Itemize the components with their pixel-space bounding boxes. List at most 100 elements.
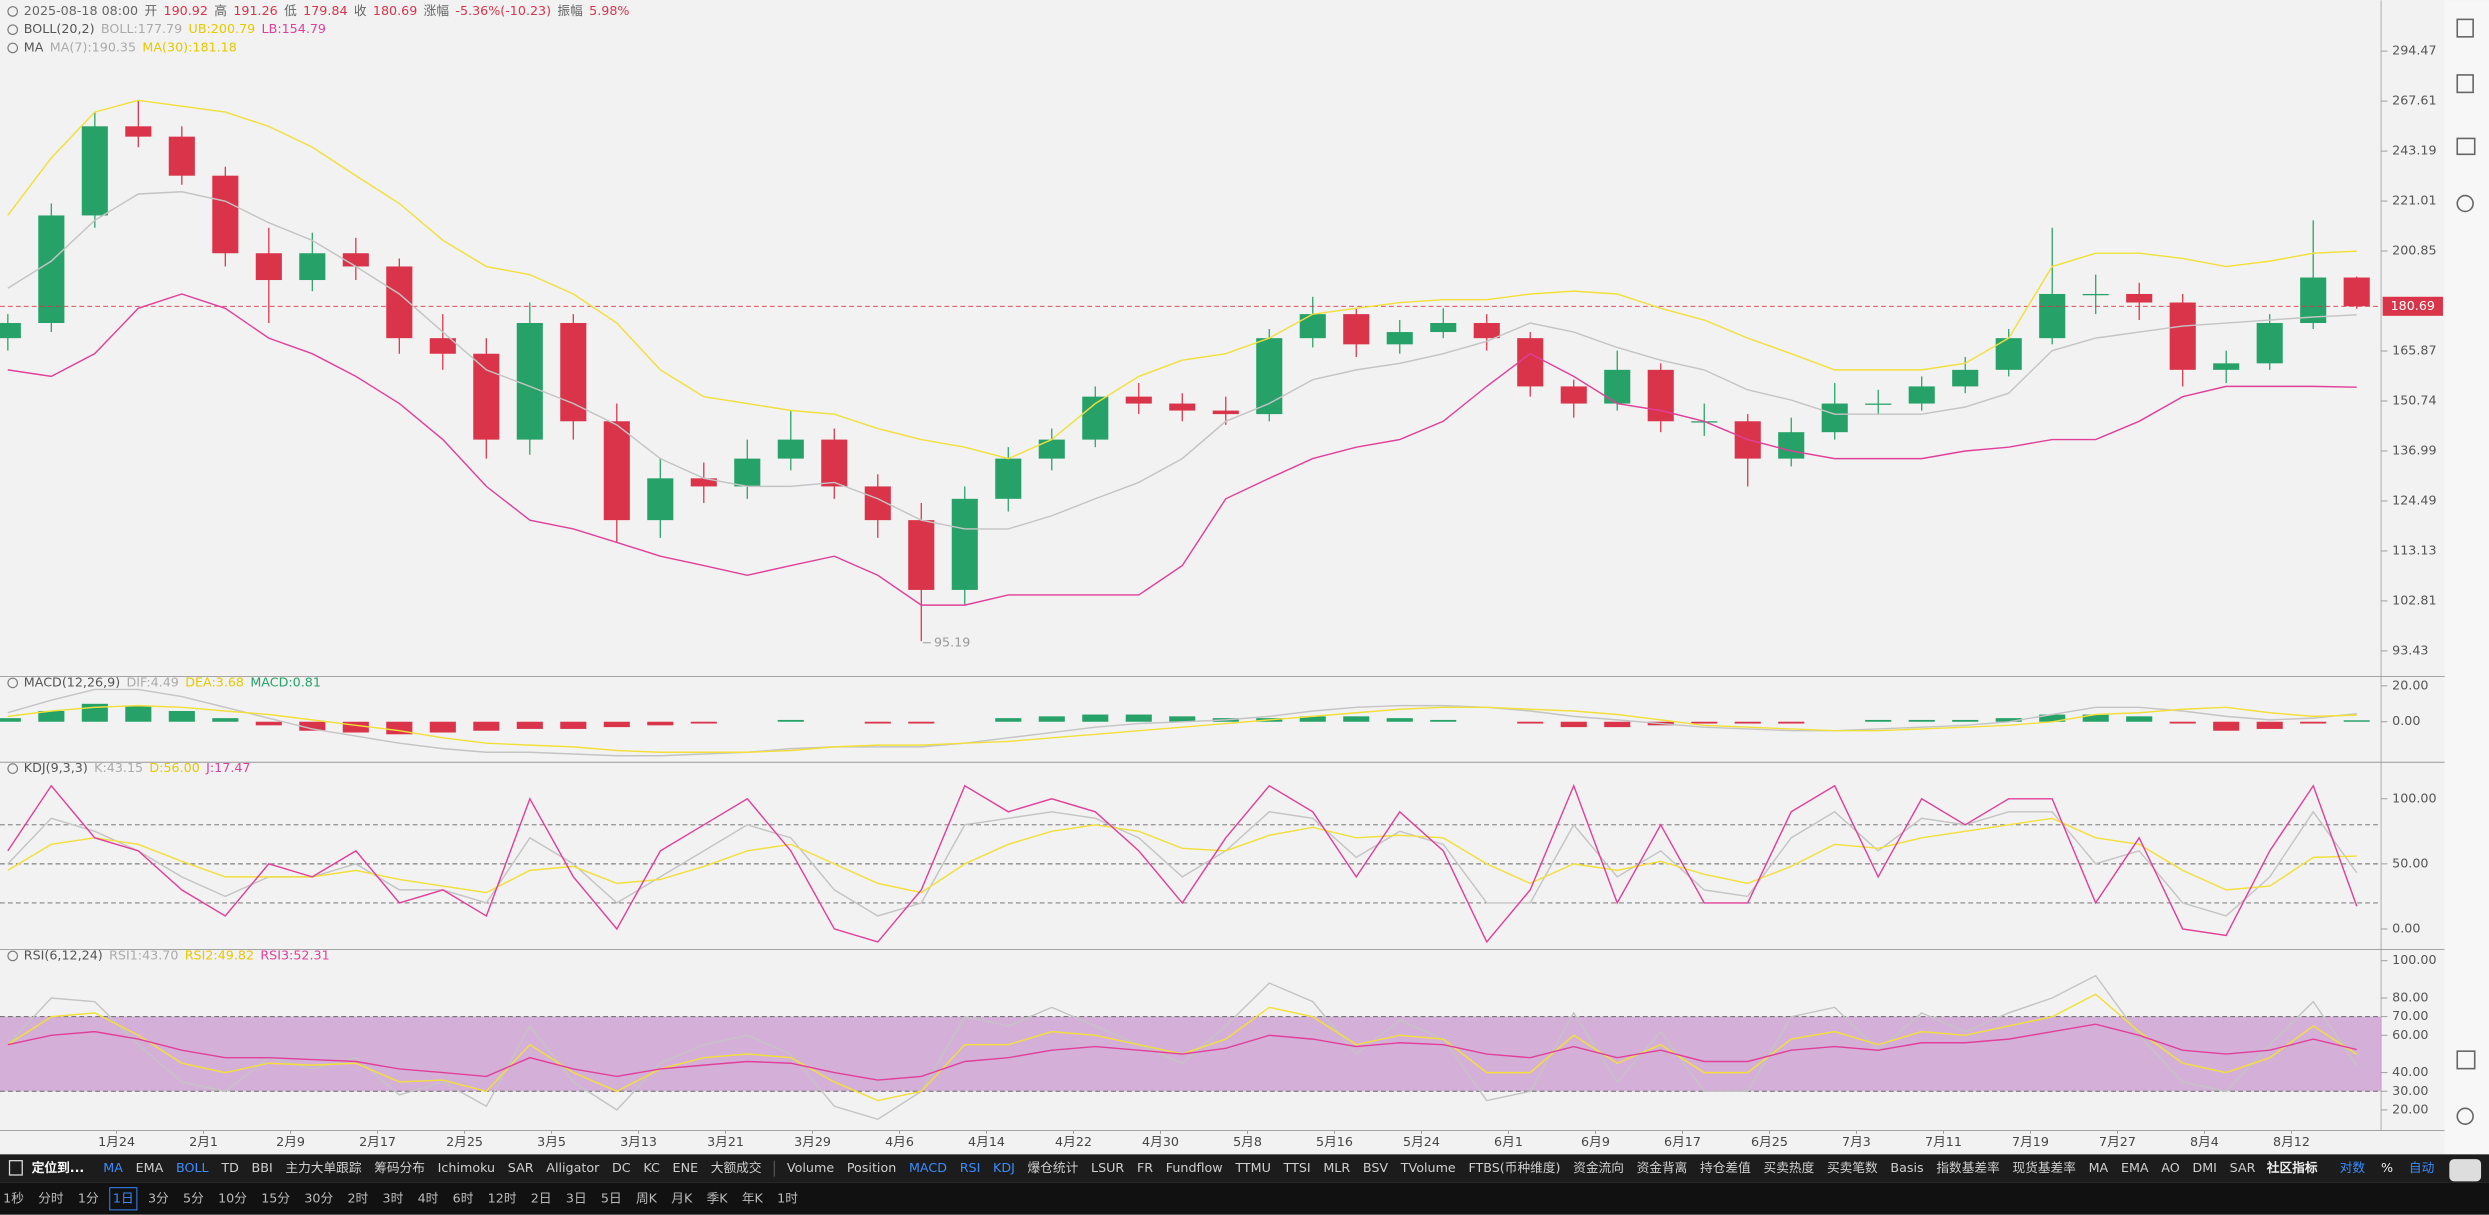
indicator-button[interactable]: FTBS(币种维度) — [1468, 1160, 1560, 1175]
timeframe-button[interactable]: 5日 — [601, 1190, 622, 1205]
indicator-button[interactable]: 大额成交 — [711, 1160, 762, 1175]
legend-toggle[interactable] — [7, 6, 19, 17]
candle-body — [1212, 410, 1239, 415]
indicator-button[interactable]: Ichimoku — [438, 1160, 495, 1175]
toolbar-right-button[interactable]: 社区指标 — [2266, 1160, 2318, 1175]
indicator-button[interactable]: 买卖笔数 — [1827, 1160, 1878, 1175]
toolbar-right-button[interactable]: 自动 — [2409, 1160, 2434, 1175]
macd-bar — [38, 710, 65, 722]
indicator-button[interactable]: MLR — [1323, 1160, 1350, 1175]
icon[interactable] — [2456, 1050, 2476, 1070]
legend-text: LB:154.79 — [262, 21, 326, 36]
indicator-button[interactable]: TD — [220, 1160, 239, 1175]
indicator-button[interactable]: 买卖热度 — [1764, 1160, 1815, 1175]
indicator-button[interactable]: SAR — [508, 1160, 534, 1175]
indicator-button[interactable]: Position — [847, 1160, 896, 1175]
indicator-button[interactable]: 资金流向 — [1573, 1160, 1624, 1175]
indicator-button[interactable]: EMA — [136, 1160, 164, 1175]
timeframe-button[interactable]: 2日 — [531, 1190, 552, 1205]
timeframe-button[interactable]: 12时 — [488, 1190, 517, 1205]
indicator-button[interactable]: TVolume — [1400, 1160, 1456, 1175]
candle-body — [603, 421, 630, 521]
indicator-button[interactable]: Alligator — [546, 1160, 600, 1175]
icon[interactable] — [2456, 18, 2474, 38]
indicator-button[interactable]: BOLL — [176, 1160, 209, 1175]
indicator-button[interactable]: FR — [1137, 1160, 1153, 1175]
timeframe-button[interactable]: 2时 — [347, 1190, 368, 1205]
indicator-button[interactable]: DC — [612, 1160, 631, 1175]
timeframe-button[interactable]: 5分 — [183, 1190, 204, 1205]
indicator-button[interactable]: BBI — [252, 1160, 273, 1175]
indicator-button[interactable]: LSUR — [1091, 1160, 1124, 1175]
locate-button[interactable]: 定位到... — [32, 1160, 85, 1175]
indicator-button[interactable]: 筹码分布 — [374, 1160, 425, 1175]
timeframe-button[interactable]: 6时 — [453, 1190, 474, 1205]
timeframe-button[interactable]: 1时 — [777, 1190, 798, 1205]
indicator-button[interactable]: SAR — [2230, 1160, 2256, 1175]
legend-text: 2025-08-18 08:00 — [24, 3, 138, 18]
toolbar-right-button[interactable]: 对数 — [2340, 1160, 2366, 1175]
timeframe-button[interactable]: 3时 — [383, 1190, 404, 1205]
legend-toggle[interactable] — [7, 42, 19, 54]
timeframe-button[interactable]: 10分 — [218, 1190, 247, 1205]
indicator-button[interactable]: EMA — [2121, 1160, 2149, 1175]
indicator-button[interactable]: Basis — [1890, 1160, 1923, 1175]
timeframe-button[interactable]: 15分 — [261, 1190, 290, 1205]
indicator-button[interactable]: TTMU — [1234, 1160, 1271, 1175]
indicator-button[interactable]: MACD — [909, 1160, 947, 1175]
icon[interactable] — [2456, 1107, 2474, 1125]
timeframe-button[interactable]: 1日 — [113, 1190, 134, 1205]
logo-icon[interactable] — [2449, 1159, 2482, 1182]
indicator-button[interactable]: 主力大单跟踪 — [285, 1160, 361, 1175]
indicator-button[interactable]: RSI — [960, 1160, 981, 1175]
indicator-button[interactable]: 现货基差率 — [2012, 1160, 2076, 1175]
indicator-button[interactable]: MA — [103, 1160, 123, 1175]
legend-toggle[interactable] — [7, 763, 19, 774]
indicator-button[interactable]: 资金背离 — [1637, 1160, 1688, 1175]
candle-body — [1560, 386, 1587, 404]
macd-bar — [516, 721, 543, 729]
timeframe-button[interactable]: 分时 — [38, 1190, 64, 1205]
side-icons[interactable] — [2456, 18, 2476, 1125]
indicator-button[interactable]: Volume — [787, 1160, 834, 1175]
timeframe-button[interactable]: 年K — [742, 1190, 764, 1205]
candle-body — [212, 175, 239, 254]
legend-toggle[interactable] — [7, 677, 19, 689]
legend-toggle[interactable] — [7, 24, 19, 36]
legend-toggle[interactable] — [7, 950, 19, 962]
timeframe-button[interactable]: 30分 — [304, 1190, 333, 1205]
legend-text: MACD(12,26,9) — [24, 674, 120, 689]
timeframe-button[interactable]: 3日 — [566, 1190, 587, 1205]
timeframe-button[interactable]: 1秒 — [3, 1190, 24, 1205]
icon[interactable] — [2456, 74, 2474, 94]
indicator-button[interactable]: TTSI — [1283, 1160, 1311, 1175]
legend-text: 涨幅 — [424, 3, 450, 18]
indicator-button[interactable]: 爆仓统计 — [1028, 1160, 1079, 1175]
timeframe-button[interactable]: 月K — [671, 1190, 693, 1205]
indicator-button[interactable]: AO — [2161, 1160, 2179, 1175]
last-price-tag — [2382, 296, 2443, 316]
x-tick-label: 8月12 — [2273, 1134, 2310, 1149]
indicator-button[interactable]: ENE — [673, 1160, 699, 1175]
y-tick-label: 113.13 — [2392, 542, 2436, 557]
candle-body — [1517, 338, 1544, 387]
indicator-button[interactable]: BSV — [1363, 1160, 1389, 1175]
timeframe-button[interactable]: 1分 — [78, 1190, 99, 1205]
indicator-button[interactable]: KC — [643, 1160, 660, 1175]
macd-bar — [1430, 719, 1457, 722]
candle-body — [2126, 293, 2153, 303]
indicator-button[interactable]: KDJ — [993, 1160, 1015, 1175]
indicator-button[interactable]: 持仓差值 — [1700, 1160, 1751, 1175]
indicator-button[interactable]: 指数基差率 — [1936, 1160, 2000, 1175]
timeframe-button[interactable]: 3分 — [148, 1190, 169, 1205]
timeframe-button[interactable]: 季K — [707, 1190, 729, 1205]
timeframe-button[interactable]: 4时 — [418, 1190, 439, 1205]
indicator-button[interactable]: DMI — [2192, 1160, 2216, 1175]
toolbar-right-button[interactable]: % — [2381, 1160, 2393, 1175]
indicator-button[interactable]: MA — [2089, 1160, 2109, 1175]
indicator-button[interactable]: Fundflow — [1166, 1160, 1223, 1175]
icon[interactable] — [2456, 194, 2474, 213]
timeframe-button[interactable]: 周K — [636, 1190, 658, 1205]
icon[interactable] — [2456, 137, 2476, 156]
x-tick-label: 7月3 — [1842, 1134, 1871, 1149]
